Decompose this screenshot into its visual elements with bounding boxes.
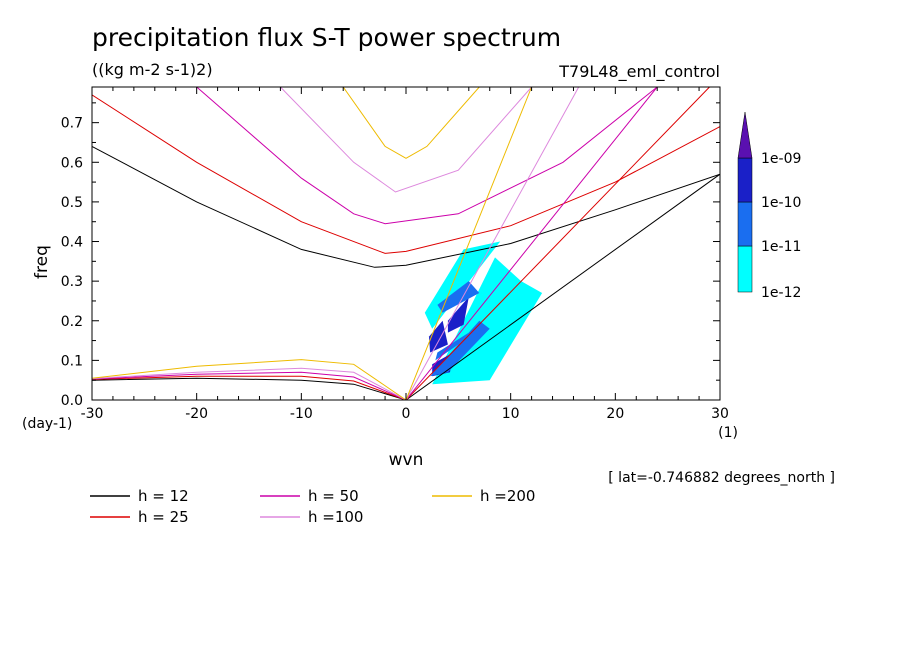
plot-frame: [91, 86, 721, 401]
legend-label: h = 12: [138, 487, 189, 505]
colorbar-segment: [737, 201, 753, 247]
curve-h_50-kelvin: [405, 87, 658, 400]
x-tick-label: -30: [81, 406, 104, 422]
curve-h_100-kelvin: [405, 87, 580, 400]
curve-h_100-n1_wave: [280, 87, 532, 193]
y-tick-label: 0.0: [61, 393, 83, 409]
contour-region-1e-12: [468, 293, 511, 329]
curve-h_50-low_branch: [92, 371, 407, 400]
curve-h_25-low_branch: [92, 375, 407, 400]
legend-label: h =200: [480, 487, 535, 505]
y-axis-label: freq: [32, 245, 52, 279]
latitude-annotation: [ lat=-0.746882 degrees_north ]: [608, 470, 835, 486]
y-tick-label: 0.6: [61, 155, 83, 171]
legend: h = 12 h = 25 h = 50 h =100 h =200: [90, 487, 535, 526]
x-tick-label: 20: [606, 406, 624, 422]
colorbar-label: 1e-11: [761, 239, 801, 255]
contour-region-1e-10: [447, 297, 469, 333]
y-tick-label: 0.5: [61, 195, 83, 211]
colorbar-label: 1e-09: [761, 151, 801, 167]
legend-label: h =100: [308, 508, 363, 526]
x-tick-label: 10: [502, 406, 520, 422]
y-tick-label: 0.4: [61, 235, 83, 251]
x-axis-unit: (1): [718, 425, 738, 441]
colorbar-label: 1e-12: [761, 285, 801, 301]
y-tick-label: 0.7: [61, 116, 83, 132]
curve-h_25-n1_wave: [92, 94, 720, 254]
x-tick-label: -10: [290, 406, 313, 422]
x-tick-label: 0: [402, 406, 411, 422]
colorbar-top-triangle: [737, 111, 753, 159]
curve-h_200-n1_wave: [342, 87, 480, 159]
x-tick-label: 30: [711, 406, 729, 422]
colorbar-label: 1e-10: [761, 195, 801, 211]
contour-region-1e-11: [430, 320, 490, 377]
axis-ticks: -30 -20 -10 0 10 20 30 0.0 0.1 0.2 0.3 0.4 0.5 0.6 0.7: [61, 87, 729, 422]
curve-h_100-low_branch: [92, 367, 407, 400]
x-tick-label: -20: [185, 406, 208, 422]
chart-title: precipitation flux S-T power spectrum: [92, 23, 561, 52]
curve-h_12-n1_wave: [92, 145, 720, 268]
legend-label: h = 25: [138, 508, 189, 526]
curve-h_12-low_branch: [92, 377, 407, 400]
run-label: T79L48_eml_control: [558, 62, 720, 82]
curve-h_25-kelvin: [405, 87, 710, 400]
curve-h_200-kelvin: [405, 87, 533, 400]
contour-region-1e-11: [437, 281, 480, 313]
legend-label: h = 50: [308, 487, 359, 505]
x-axis-label: wvn: [389, 450, 424, 470]
y-tick-label: 0.3: [61, 274, 83, 290]
colorbar: 1e-09 1e-10 1e-11 1e-12: [737, 111, 801, 301]
y-tick-label: 0.1: [61, 353, 83, 369]
y-axis-unit: (day-1): [22, 416, 72, 432]
colorbar-segment: [737, 157, 753, 203]
contour-region-1e-10: [429, 320, 448, 353]
chart-units: ((kg m-2 s-1)2): [92, 60, 213, 79]
dispersion-curves: [92, 87, 720, 400]
curve-h_50-n1_wave: [196, 87, 658, 225]
curve-h_200-low_branch: [92, 359, 407, 400]
curve-h_12-kelvin: [405, 173, 720, 400]
colorbar-segment: [737, 245, 753, 293]
y-tick-label: 0.2: [61, 314, 83, 330]
